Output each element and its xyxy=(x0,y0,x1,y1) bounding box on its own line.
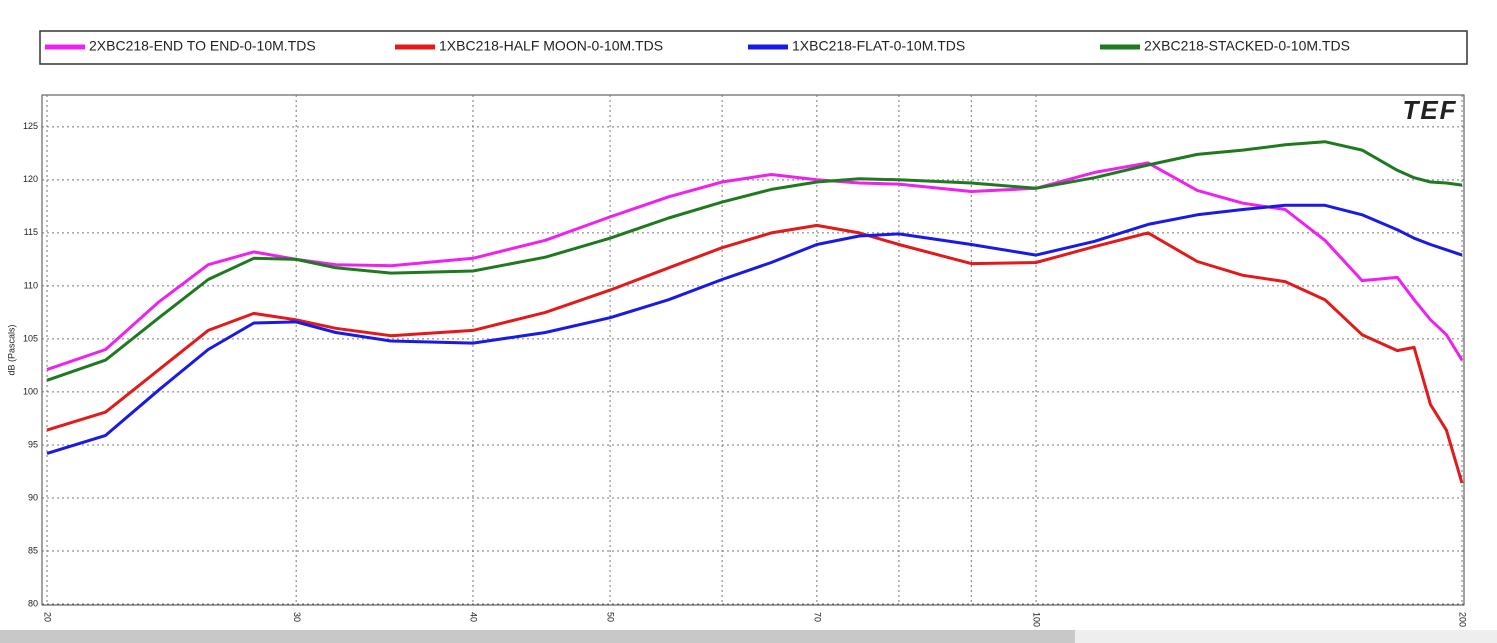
y-tick-label: 85 xyxy=(28,545,38,555)
scroll-track xyxy=(1075,630,1497,643)
y-tick-label: 95 xyxy=(28,439,38,449)
series-line xyxy=(46,203,1463,455)
scroll-bar xyxy=(0,630,1075,643)
series-line xyxy=(46,223,1464,484)
x-tick-label: 20 xyxy=(43,612,53,622)
y-tick-label: 115 xyxy=(24,227,38,237)
series-line xyxy=(46,140,1463,382)
y-tick-label: 90 xyxy=(28,492,38,502)
x-tick-label: 100 xyxy=(1032,612,1042,627)
y-tick-label: 125 xyxy=(23,121,38,131)
y-tick-label: 110 xyxy=(24,280,38,290)
x-tick-label: 200 xyxy=(1458,612,1468,627)
x-tick-label: 50 xyxy=(606,612,616,622)
legend-label: 1XBC218-FLAT-0-10M.TDS xyxy=(792,38,965,54)
y-axis-label: dB (Pascals) xyxy=(6,324,16,375)
y-tick-label: 105 xyxy=(23,333,38,343)
y-tick-label: 120 xyxy=(23,174,38,184)
y-tick-label: 80 xyxy=(28,598,38,608)
plot-frame xyxy=(41,94,1465,606)
y-tick-label: 100 xyxy=(23,386,38,396)
legend-label: 1XBC218-HALF MOON-0-10M.TDS xyxy=(439,38,663,54)
legend-label: 2XBC218-END TO END-0-10M.TDS xyxy=(89,38,316,54)
x-tick-label: 30 xyxy=(292,612,302,622)
logo: TEF xyxy=(1402,95,1457,125)
x-tick-label: 70 xyxy=(812,612,822,622)
legend-label: 2XBC218-STACKED-0-10M.TDS xyxy=(1144,38,1350,54)
x-tick-label: 40 xyxy=(469,612,479,622)
